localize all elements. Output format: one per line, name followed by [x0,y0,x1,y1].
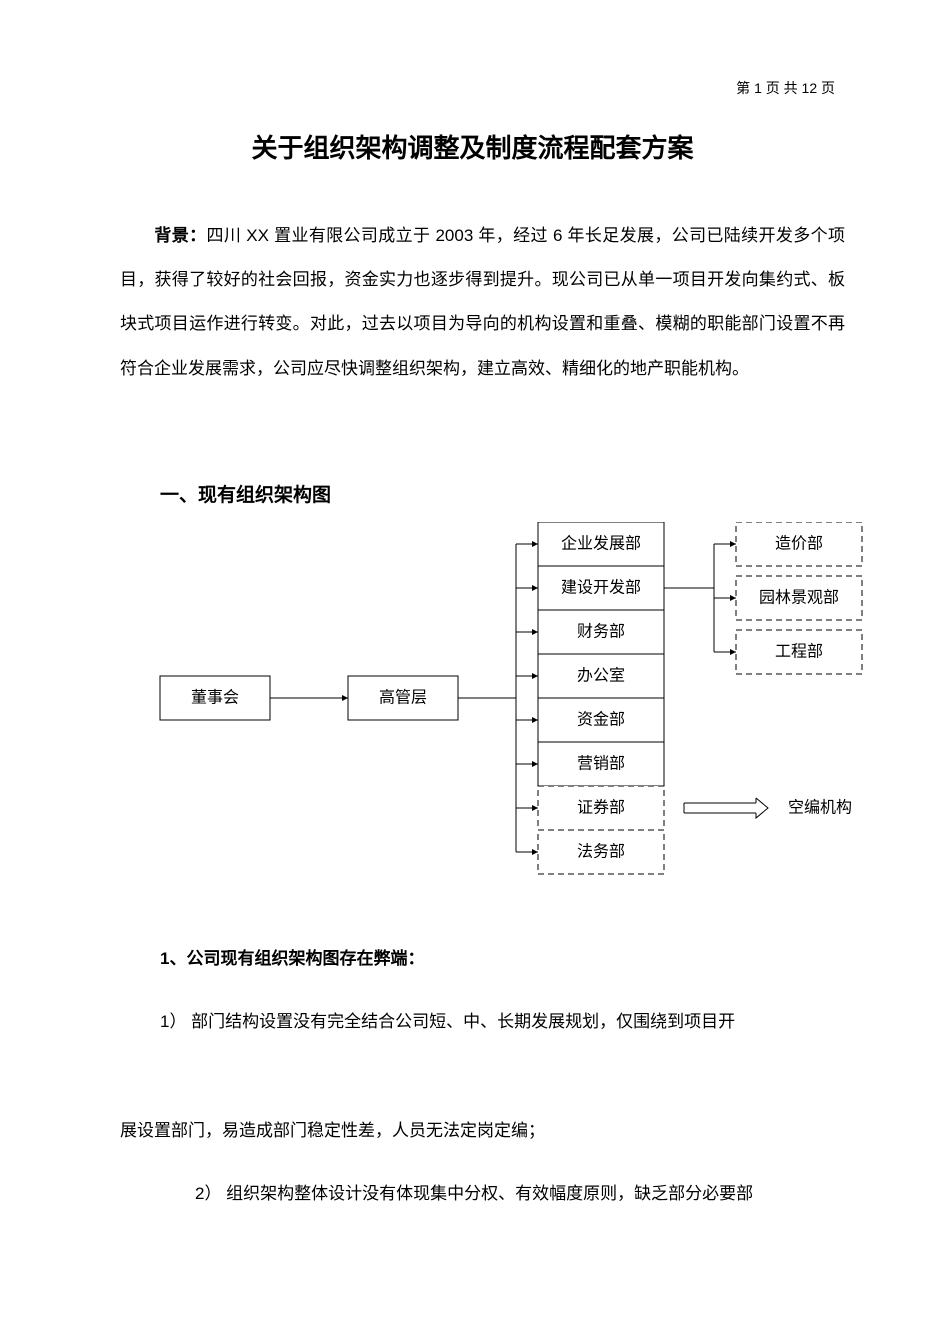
page-number: 第 1 页 共 12 页 [736,78,835,98]
bg-text: 四川 XX 置业有限公司成立于 2003 年，经过 6 年长足发展，公司已陆续开… [120,226,845,378]
list-item-2: 2） 组织架构整体设计没有体现集中分权、有效幅度原则，缺乏部分必要部 [195,1172,845,1216]
org-node-label-d2: 建设开发部 [561,579,641,597]
org-node-label-d1: 企业发展部 [561,535,641,553]
document-title: 关于组织架构调整及制度流程配套方案 [0,128,945,165]
org-node-label-board: 董事会 [191,689,239,707]
org-node-label-d7: 证券部 [577,799,625,817]
org-chart: 董事会 高管层 企业发展部建设开发部财务部办公室资金部营销部证券部法务部 造价部园林景… [120,522,880,914]
background-paragraph: 背景：四川 XX 置业有限公司成立于 2003 年，经过 6 年长足发展，公司已… [120,214,845,391]
org-node-label-d5: 资金部 [577,711,625,729]
pg-current: 1 [754,80,762,96]
pg-suffix: 页 [817,80,835,96]
pg-prefix: 第 [736,80,754,96]
org-node-label-s3: 工程部 [775,643,823,661]
pg-total: 12 [802,80,818,96]
org-node-label-s1: 造价部 [775,535,823,553]
section-1-heading: 一、现有组织架构图 [160,480,331,507]
org-node-label-d4: 办公室 [577,667,625,685]
subsection-1-heading: 1、公司现有组织架构图存在弊端： [160,944,424,969]
org-node-label-d8: 法务部 [577,843,625,861]
org-node-label-d6: 营销部 [577,755,625,773]
org-node-label-s2: 园林景观部 [759,589,839,607]
org-node-label-d3: 财务部 [577,623,625,641]
org-legend-label: 空编机构 [788,799,852,817]
org-node-label-exec: 高管层 [379,689,427,707]
list-item-1-cont: 展设置部门，易造成部门稳定性差，人员无法定岗定编； [120,1116,845,1141]
list-item-1: 1） 部门结构设置没有完全结合公司短、中、长期发展规划，仅围绕到项目开 [160,1000,845,1044]
bg-label: 背景： [154,226,206,245]
pg-mid: 页 共 [762,80,802,96]
